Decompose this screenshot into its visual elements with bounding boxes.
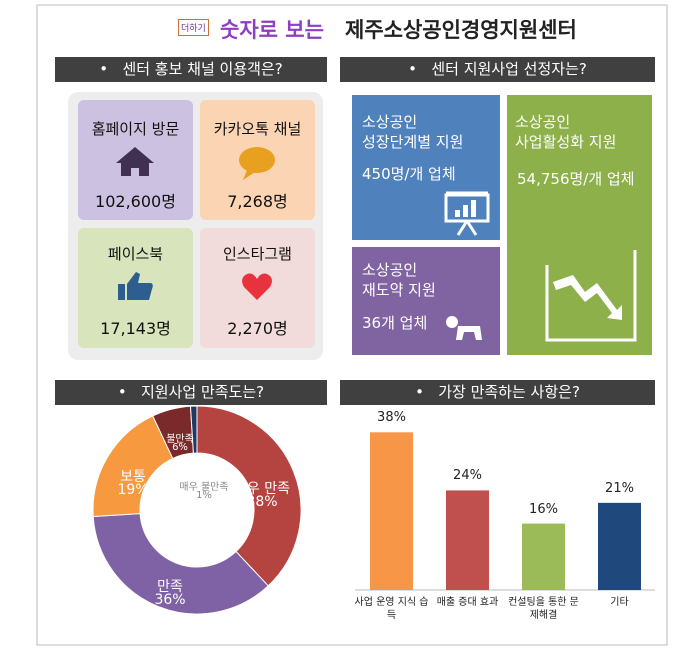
title-main: 제주소상공인경영지원센터 [345,18,577,42]
slice-value: 6% [172,442,188,453]
board-icon [444,191,490,236]
bar-label: 24% [453,468,482,484]
channel-name: 카카오톡 채널 [213,120,302,138]
title-line: 성장단계별 지원 [362,133,464,151]
section-heading: • 센터 지원사업 선정자는? [340,57,655,82]
slice-value: 19% [117,482,149,498]
channel-name: 홈페이지 방문 [91,120,180,138]
channel-value: 2,270명 [227,319,288,338]
title-line: 재도약 지원 [362,281,436,299]
bar-label: 16% [529,501,558,517]
logo: 더하기 [178,19,209,36]
heart-icon [242,273,272,300]
bar-label: 21% [605,480,634,496]
program-tile [507,95,652,355]
title-line: 소상공인 [362,113,418,131]
person-icon [446,316,482,340]
heading-text: 지원사업 만족도는? [141,383,265,401]
thumb-icon [127,272,153,300]
bar-category: 사업 운영 지식 습득 [354,597,429,621]
thumb-icon [118,284,125,300]
trend-arrow [553,275,622,320]
frame [36,4,668,646]
trend-icon [545,250,637,342]
channel-value: 102,600명 [95,192,176,211]
section-heading: • 지원사업 만족도는? [55,380,327,405]
slice-label: 매우 불만족 [179,482,229,493]
channel-name: 페이스북 [107,245,164,263]
bar-category: 컨설팅을 통한 문제해결 [508,597,579,621]
slice-value: 36% [154,592,186,608]
title-line: 사업활성화 지원 [515,133,617,151]
house-icon [116,147,154,176]
donut-slice [196,405,302,587]
section-heading: • 가장 만족하는 사항은? [340,380,655,405]
slice-label: 보통 [120,469,146,485]
program-value: 450명/개 업체 [362,165,456,183]
bar-label: 38% [377,410,406,426]
section-heading: • 센터 홍보 채널 이용객은? [55,57,327,82]
board-bars [455,200,476,217]
donut-slice [189,405,198,454]
heading-text: 센터 홍보 채널 이용객은? [122,60,283,78]
donut-slice [92,513,269,615]
bar-category: 매출 증대 효과 [436,597,499,608]
program-value: 54,756명/개 업체 [517,170,635,188]
channel-value: 7,268명 [227,192,288,211]
title-line: 소상공인 [515,113,571,131]
channel-name: 인스타그램 [222,245,292,263]
slice-value: 38% [246,494,278,510]
bar [446,490,489,590]
bar [522,523,565,590]
heading-text: 센터 지원사업 선정자는? [431,60,587,78]
chat-icon [239,147,275,173]
slice-label: 만족 [157,579,183,595]
chat-icon-tail [243,170,255,180]
slice-label: 불만족 [166,434,194,445]
slice-label: 매우 만족 [234,481,290,497]
channel-value: 17,143명 [100,319,171,338]
heading-text: 가장 만족하는 사항은? [438,383,580,401]
slice-value: 1% [196,490,212,501]
title-highlight: 숫자로 보는 [220,18,324,42]
title-line: 소상공인 [362,261,418,279]
bar-category: 기타 [610,597,629,608]
bar [598,502,641,590]
bar [370,432,413,590]
program-value: 36개 업체 [362,314,428,332]
